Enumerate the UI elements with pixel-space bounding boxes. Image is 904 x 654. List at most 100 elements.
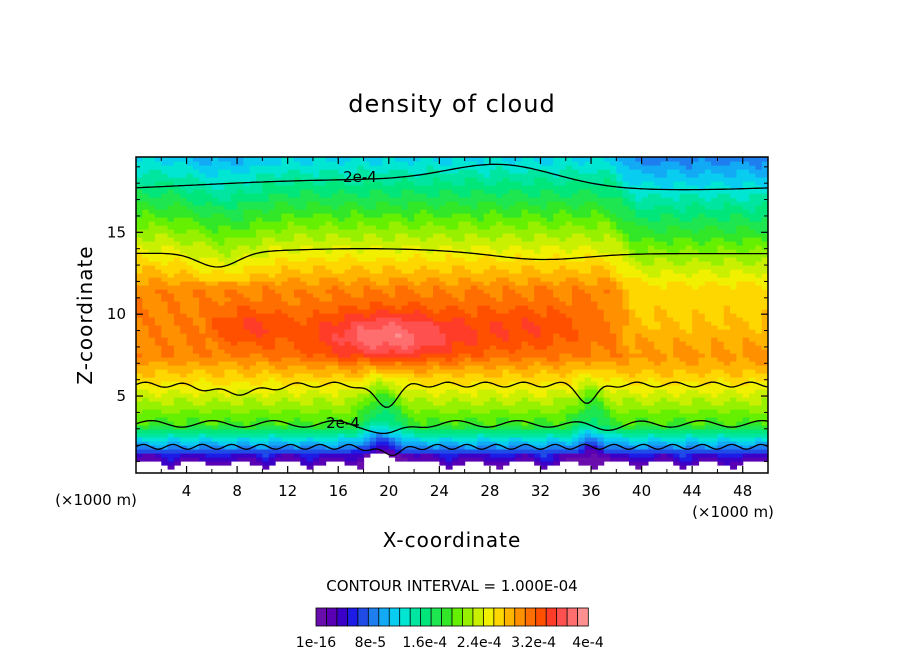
heatmap-cell (148, 157, 156, 162)
heatmap-cell (262, 189, 270, 194)
heatmap-cell (167, 157, 175, 162)
heatmap-cell (136, 401, 143, 406)
heatmap-cell (300, 321, 308, 326)
heatmap-cell (401, 449, 409, 454)
heatmap-cell (414, 265, 421, 270)
heatmap-cell (249, 305, 257, 310)
heatmap-cell (312, 297, 320, 302)
heatmap-cell (205, 389, 213, 394)
heatmap-cell (237, 213, 245, 218)
heatmap-cell (376, 441, 384, 446)
heatmap-cell (458, 405, 466, 410)
heatmap-cell (376, 369, 384, 374)
heatmap-cell (243, 329, 251, 334)
heatmap-cell (142, 161, 150, 166)
heatmap-cell (154, 433, 162, 438)
heatmap-cell (249, 161, 257, 166)
heatmap-cell (344, 229, 352, 234)
heatmap-cell (142, 453, 150, 458)
heatmap-cell (192, 225, 200, 230)
heatmap-cell (464, 429, 472, 434)
heatmap-cell (540, 365, 548, 370)
heatmap-cell (382, 413, 390, 418)
heatmap-cell (470, 365, 478, 370)
heatmap-cell (148, 181, 156, 186)
heatmap-cell (395, 177, 403, 182)
heatmap-cell (300, 441, 308, 446)
heatmap-cell (186, 413, 194, 418)
heatmap-cell (458, 261, 466, 266)
heatmap-cell (470, 193, 478, 198)
heatmap-cell (154, 285, 162, 290)
heatmap-cell (154, 309, 162, 314)
heatmap-cell (338, 269, 346, 274)
heatmap-cell (224, 437, 232, 442)
heatmap-cell (534, 357, 542, 362)
heatmap-cell (477, 393, 485, 398)
heatmap-cell (142, 405, 150, 410)
heatmap-cell (477, 193, 485, 198)
heatmap-cell (224, 285, 232, 290)
heatmap-cell (414, 205, 421, 210)
heatmap-cell (515, 245, 523, 250)
heatmap-cell (338, 433, 346, 438)
heatmap-cell (161, 213, 169, 218)
heatmap-cell (470, 441, 478, 446)
heatmap-cell (161, 357, 169, 362)
heatmap-cell (401, 245, 409, 250)
heatmap-cell (205, 317, 213, 322)
heatmap-cell (388, 353, 396, 358)
heatmap-cell (161, 333, 169, 338)
heatmap-cell (262, 161, 270, 166)
heatmap-cell (262, 461, 270, 466)
heatmap-cell (237, 405, 245, 410)
heatmap-cell (515, 161, 523, 166)
heatmap-cell (161, 293, 169, 298)
heatmap-cell (521, 253, 529, 258)
heatmap-cell (262, 465, 270, 470)
heatmap-cell (281, 413, 289, 418)
heatmap-cell (420, 165, 428, 170)
heatmap-cell (262, 409, 270, 414)
heatmap-cell (350, 193, 358, 198)
heatmap-cell (540, 281, 548, 286)
heatmap-cell (186, 421, 194, 426)
heatmap-cell (281, 281, 289, 286)
heatmap-cell (136, 445, 143, 450)
heatmap-cell (445, 433, 453, 438)
heatmap-cell (483, 401, 491, 406)
heatmap-cell (426, 449, 434, 454)
heatmap-cell (268, 353, 276, 358)
heatmap-cell (382, 333, 390, 338)
heatmap-cell (350, 225, 358, 230)
heatmap-cell (275, 293, 282, 298)
heatmap-cell (426, 161, 434, 166)
heatmap-cell (489, 297, 497, 302)
heatmap-cell (167, 293, 175, 298)
heatmap-cell (534, 185, 542, 190)
heatmap-cell (452, 453, 459, 458)
heatmap-cell (534, 213, 542, 218)
heatmap-cell (211, 377, 219, 382)
heatmap-cell (205, 365, 213, 370)
heatmap-cell (464, 453, 472, 458)
heatmap-cell (452, 401, 459, 406)
heatmap-cell (414, 201, 421, 206)
heatmap-cell (426, 373, 434, 378)
heatmap-cell (319, 185, 327, 190)
heatmap-cell (534, 165, 542, 170)
heatmap-cell (502, 389, 510, 394)
heatmap-cell (287, 181, 295, 186)
heatmap-cell (268, 269, 276, 274)
heatmap-cell (369, 165, 377, 170)
heatmap-cell (426, 429, 434, 434)
heatmap-cell (357, 365, 365, 370)
heatmap-cell (319, 237, 327, 242)
heatmap-cell (154, 177, 162, 182)
heatmap-cell (546, 441, 554, 446)
heatmap-cell (294, 329, 301, 334)
heatmap-cell (256, 437, 263, 442)
heatmap-cell (477, 361, 485, 366)
heatmap-cell (275, 425, 282, 430)
heatmap-cell (287, 341, 295, 346)
